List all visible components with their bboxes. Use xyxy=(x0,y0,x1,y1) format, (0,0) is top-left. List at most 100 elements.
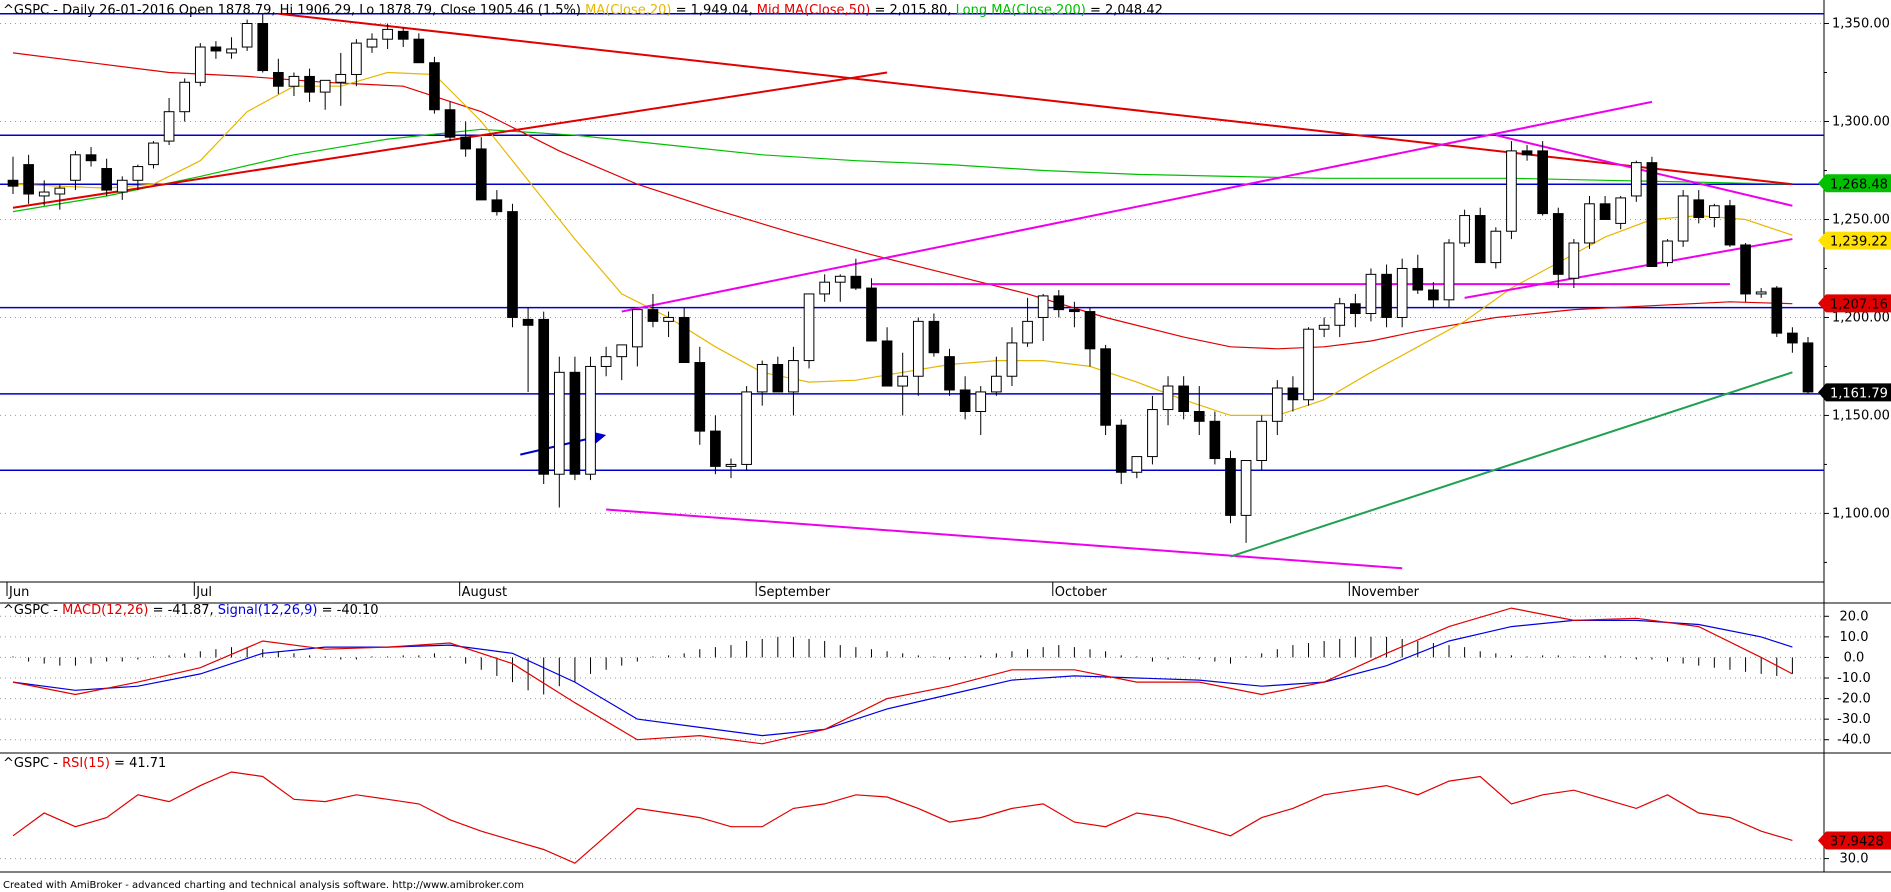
candle-body xyxy=(460,136,471,150)
candle-body xyxy=(1537,150,1548,215)
candle-body xyxy=(710,430,721,467)
price-grid xyxy=(0,23,1824,514)
candle-body xyxy=(1646,162,1658,268)
candle-body xyxy=(475,148,487,201)
candle-body xyxy=(1271,387,1283,422)
price-value-tag-bg xyxy=(1818,174,1891,193)
candle-body xyxy=(819,281,830,295)
macd-header: ^GSPC - MACD(12,26) = -41.87, Signal(12,… xyxy=(3,603,379,618)
price-value-tag-bg xyxy=(1818,294,1891,313)
rsi-axis: 30.0 37.9428 xyxy=(1818,831,1891,867)
candle-body xyxy=(1147,409,1158,458)
ma200-label: Long MA(Close,200) xyxy=(956,3,1086,18)
candle-body xyxy=(101,168,112,191)
candle-body xyxy=(975,391,987,413)
month-label: Jun xyxy=(8,585,29,600)
candle-body xyxy=(647,309,659,322)
candle-body xyxy=(54,187,66,195)
candle-body xyxy=(632,309,643,348)
trendline xyxy=(1495,134,1793,207)
candle-body xyxy=(788,360,799,393)
candle-body xyxy=(1662,240,1673,264)
price-value-tag: 1,207.16 xyxy=(1830,297,1888,312)
candle-body xyxy=(756,363,768,393)
candle-body xyxy=(1162,385,1174,411)
candle-body xyxy=(663,316,674,322)
ma200-line xyxy=(12,128,1793,213)
trendline xyxy=(278,12,1793,186)
candle-body xyxy=(928,320,940,354)
candle-body xyxy=(1334,303,1346,326)
candle-body xyxy=(132,166,144,181)
candle-body xyxy=(1053,295,1065,311)
candles xyxy=(7,13,1814,543)
candle-body xyxy=(70,154,81,181)
macd-header-sep: - xyxy=(49,603,62,618)
candle-body xyxy=(1084,311,1096,350)
candle-body xyxy=(1552,213,1564,275)
candle-body xyxy=(1303,328,1314,401)
price-value-tag: 1,239.22 xyxy=(1830,235,1888,250)
candle-body xyxy=(366,38,378,48)
candle-body xyxy=(741,391,752,465)
month-label: November xyxy=(1351,585,1419,600)
candle-body xyxy=(116,179,128,193)
candle-body xyxy=(912,320,924,377)
date-axis: Jun Jul August September October November xyxy=(6,582,1420,600)
panel-frames xyxy=(0,0,1891,873)
candle-body xyxy=(1677,195,1689,242)
candle-body xyxy=(1037,295,1049,318)
candle-body xyxy=(1178,385,1189,413)
candle-body xyxy=(7,179,19,187)
macd-tick-label: 0.0 xyxy=(1844,650,1865,665)
rsi-header-sep: - xyxy=(49,756,62,771)
candle-body xyxy=(1506,150,1517,232)
macd-histogram xyxy=(12,636,1793,695)
candle-body xyxy=(1615,197,1627,224)
price-tick-label: 1,100.00 xyxy=(1832,506,1890,521)
price-header: ^GSPC - Daily 26-01-2016 Open 1878.79, H… xyxy=(3,3,1163,18)
trendline xyxy=(1464,238,1793,299)
macd-tick-label: 20.0 xyxy=(1840,609,1869,624)
candle-body xyxy=(678,316,690,364)
candle-body xyxy=(319,79,331,93)
candle-body xyxy=(429,62,440,111)
price-header-symbol: ^GSPC xyxy=(3,3,49,18)
candle-body xyxy=(1209,420,1221,460)
rsi-tick-label: 30.0 xyxy=(1840,852,1869,867)
macd-tick-label: -20.0 xyxy=(1837,692,1871,707)
signal-label: Signal(12,26,9) xyxy=(218,603,318,618)
candle-body xyxy=(257,23,269,72)
footer-credit: Created with AmiBroker - advanced charti… xyxy=(3,880,524,891)
candle-body xyxy=(1069,309,1080,313)
price-tick-label: 1,350.00 xyxy=(1832,17,1890,32)
macd-tick-label: -10.0 xyxy=(1837,671,1871,686)
candle-body xyxy=(1193,411,1205,422)
candle-body xyxy=(1006,342,1018,377)
candle-body xyxy=(288,75,300,87)
price-tick-label: 1,200.00 xyxy=(1832,310,1890,325)
candle-body xyxy=(1443,242,1455,301)
candle-body xyxy=(585,365,596,475)
macd-line xyxy=(12,607,1793,745)
candle-body xyxy=(38,191,50,197)
rsi-line-group xyxy=(12,771,1793,864)
candle-body xyxy=(148,142,159,166)
trendlines xyxy=(12,12,1793,570)
candle-body xyxy=(1459,215,1470,244)
macd-tick-label: -30.0 xyxy=(1837,712,1871,727)
candle-body xyxy=(226,48,237,54)
macd-tick-label: -40.0 xyxy=(1837,733,1871,748)
candle-body xyxy=(850,275,862,289)
candle-body xyxy=(1693,199,1705,219)
candle-body xyxy=(834,275,846,283)
candle-body xyxy=(1287,387,1299,401)
candle-body xyxy=(1365,273,1377,315)
candle-body xyxy=(85,154,97,162)
rsi-line xyxy=(12,771,1793,864)
ma50-value: = 2,015.80, xyxy=(870,3,955,18)
candle-body xyxy=(304,75,315,93)
price-value-tag-bg xyxy=(1818,231,1891,250)
candle-body xyxy=(1225,458,1236,516)
